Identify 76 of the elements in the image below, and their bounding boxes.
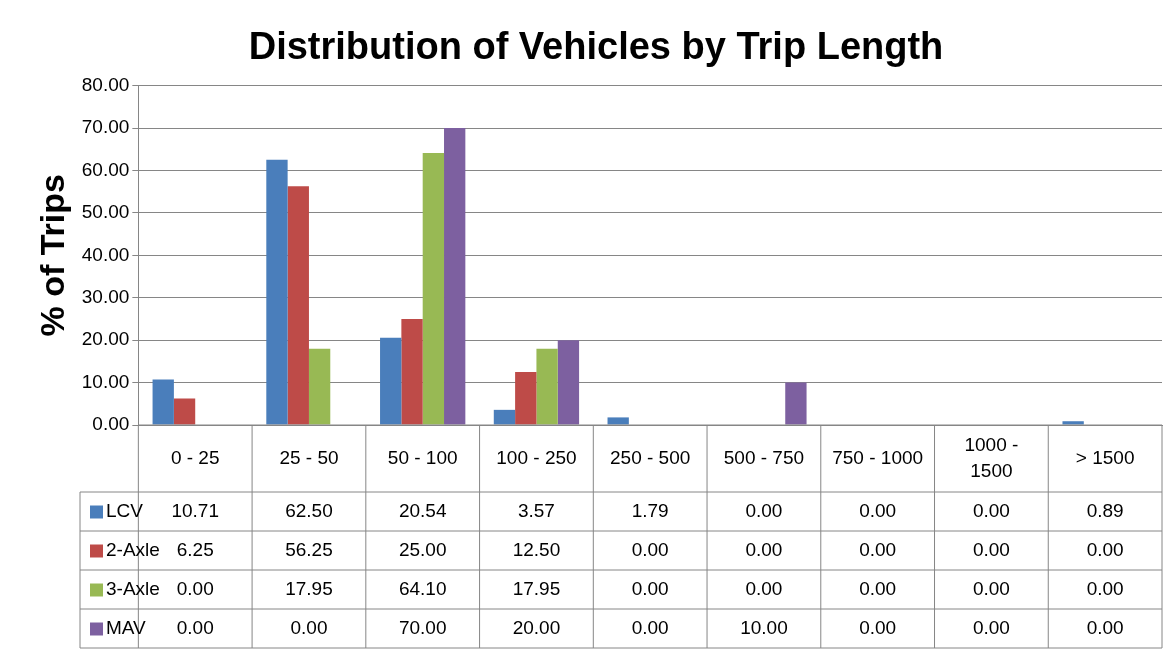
data-label: 3.57 — [517, 499, 555, 521]
data-label: 0.00 — [631, 538, 669, 560]
bar — [515, 371, 537, 425]
data-label: 25.00 — [398, 538, 447, 560]
data-label: 1.79 — [631, 499, 669, 521]
bar — [266, 159, 288, 425]
data-label: 0.00 — [745, 538, 783, 560]
data-label: 6.25 — [176, 538, 214, 560]
y-tick-label: 0.00 — [92, 413, 130, 435]
data-label: 0.00 — [859, 577, 897, 599]
bar — [1062, 421, 1084, 425]
data-label: 64.10 — [398, 577, 447, 599]
y-axis-title: % of Trips — [32, 174, 71, 337]
data-label: 0.00 — [972, 538, 1010, 560]
bar — [557, 340, 580, 425]
bar — [287, 186, 309, 425]
x-tick-label: 50 - 100 — [387, 446, 458, 468]
data-label: 0.00 — [859, 499, 897, 521]
bar — [380, 337, 402, 425]
bar — [444, 128, 466, 425]
data-label: 20.00 — [512, 616, 561, 638]
y-tick-label: 20.00 — [81, 328, 130, 350]
data-label: 0.00 — [972, 499, 1010, 521]
bar — [607, 417, 629, 425]
data-label: 0.00 — [859, 616, 897, 638]
data-label: 0.00 — [1086, 616, 1124, 638]
data-label: 0.00 — [1086, 577, 1124, 599]
data-label: 0.00 — [859, 538, 897, 560]
y-tick-label: 10.00 — [81, 370, 130, 392]
legend-label: 3-Axle — [106, 577, 160, 599]
data-label: 0.00 — [972, 616, 1010, 638]
bar — [173, 398, 196, 425]
data-label: 0.00 — [176, 577, 214, 599]
x-tick-label: 500 - 750 — [723, 446, 805, 468]
data-label: 62.50 — [285, 499, 333, 521]
data-label: 17.95 — [512, 577, 561, 599]
data-label: 70.00 — [398, 616, 447, 638]
data-label: 10.71 — [171, 499, 219, 521]
data-label: 0.89 — [1086, 499, 1124, 521]
x-tick-label: > 1500 — [1075, 446, 1135, 468]
x-tick-label: 100 - 250 — [496, 446, 577, 468]
data-label: 0.00 — [972, 577, 1010, 599]
bar — [152, 379, 174, 425]
bar — [422, 153, 445, 425]
bar — [401, 318, 423, 425]
bar — [493, 409, 516, 425]
y-tick-label: 60.00 — [81, 158, 130, 180]
legend-label: LCV — [106, 499, 144, 521]
data-label: 12.50 — [512, 538, 561, 560]
x-tick-label: 250 - 500 — [610, 446, 691, 468]
legend-label: MAV — [106, 616, 147, 638]
data-label: 0.00 — [176, 616, 214, 638]
y-tick-label: 50.00 — [81, 201, 130, 223]
data-label: 17.95 — [285, 577, 333, 599]
x-tick-label: 0 - 25 — [170, 446, 220, 468]
data-label: 0.00 — [1086, 538, 1124, 560]
data-label: 0.00 — [631, 577, 669, 599]
bar — [536, 348, 558, 425]
bar — [785, 382, 807, 425]
data-label: 20.54 — [398, 499, 447, 521]
y-tick-label: 70.00 — [81, 116, 130, 138]
y-tick-label: 80.00 — [81, 73, 130, 95]
x-tick-label: 25 - 50 — [279, 446, 339, 468]
data-label: 0.00 — [745, 577, 783, 599]
data-label: 56.25 — [285, 538, 333, 560]
data-label: 0.00 — [290, 616, 328, 638]
y-tick-label: 30.00 — [81, 285, 130, 307]
y-tick-label: 40.00 — [81, 243, 130, 265]
x-tick-label: 750 - 1000 — [832, 446, 924, 468]
data-label: 0.00 — [631, 616, 669, 638]
x-tick-label: 1000 - 1500 — [964, 433, 1019, 481]
data-label: 10.00 — [740, 616, 788, 638]
chart-title: Distribution of Vehicles by Trip Length — [248, 25, 944, 68]
bar — [308, 348, 331, 425]
data-label: 0.00 — [745, 499, 783, 521]
legend-label: 2-Axle — [106, 538, 160, 560]
